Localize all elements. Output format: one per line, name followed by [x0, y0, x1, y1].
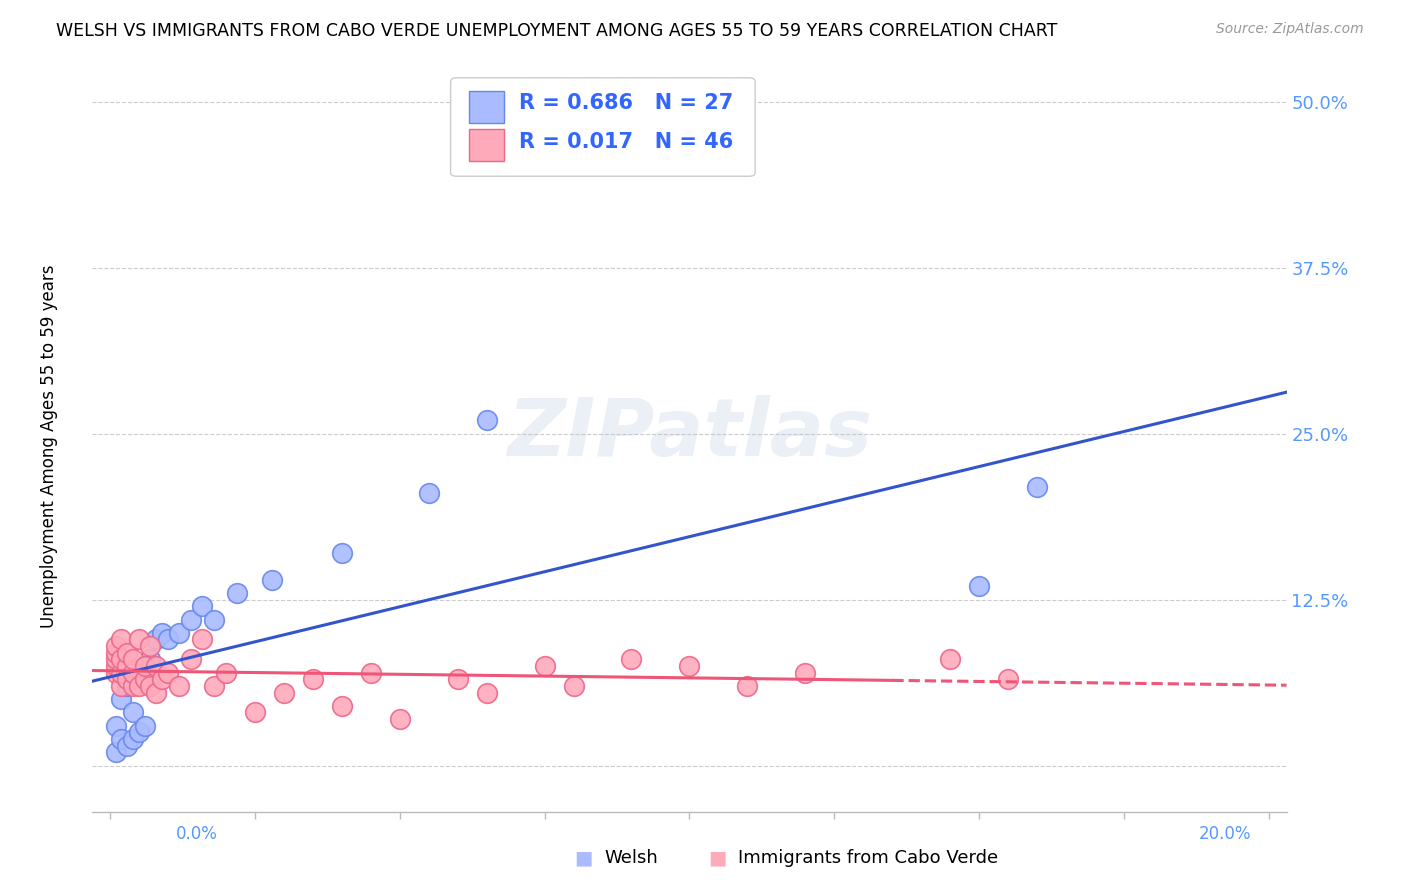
- Point: [110, 665, 132, 680]
- Point: [115, 673, 138, 687]
- Point: [226, 586, 249, 600]
- Point: [115, 646, 138, 660]
- Point: [169, 625, 191, 640]
- Text: Immigrants from Cabo Verde: Immigrants from Cabo Verde: [738, 849, 998, 867]
- Point: [104, 719, 127, 733]
- Point: [104, 665, 127, 680]
- Text: Welsh: Welsh: [605, 849, 658, 867]
- Point: [139, 652, 162, 666]
- Text: 20.0%: 20.0%: [1199, 825, 1251, 843]
- Point: [145, 659, 167, 673]
- Point: [156, 632, 179, 647]
- Point: [301, 673, 323, 687]
- Point: [997, 673, 1019, 687]
- Point: [150, 673, 173, 687]
- Point: [794, 665, 817, 680]
- Point: [330, 698, 353, 713]
- Point: [139, 639, 162, 653]
- FancyBboxPatch shape: [468, 129, 505, 161]
- Point: [180, 652, 202, 666]
- Point: [115, 739, 138, 753]
- Point: [620, 652, 643, 666]
- Point: [191, 599, 214, 614]
- Point: [110, 732, 132, 747]
- Point: [104, 639, 127, 653]
- Point: [180, 613, 202, 627]
- Point: [134, 673, 156, 687]
- Point: [145, 685, 167, 699]
- Point: [446, 673, 468, 687]
- Text: ■: ■: [707, 848, 727, 868]
- Point: [139, 679, 162, 693]
- Point: [128, 665, 150, 680]
- Point: [202, 613, 225, 627]
- Point: [533, 659, 555, 673]
- Text: R = 0.017   N = 46: R = 0.017 N = 46: [519, 132, 733, 153]
- Point: [122, 732, 145, 747]
- Point: [128, 632, 150, 647]
- Point: [562, 679, 585, 693]
- Point: [169, 679, 191, 693]
- Point: [260, 573, 283, 587]
- Point: [110, 632, 132, 647]
- Point: [150, 625, 173, 640]
- Point: [104, 652, 127, 666]
- Point: [475, 413, 498, 427]
- Point: [145, 632, 167, 647]
- Text: WELSH VS IMMIGRANTS FROM CABO VERDE UNEMPLOYMENT AMONG AGES 55 TO 59 YEARS CORRE: WELSH VS IMMIGRANTS FROM CABO VERDE UNEM…: [56, 22, 1057, 40]
- Point: [388, 712, 411, 726]
- Point: [128, 679, 150, 693]
- Point: [243, 706, 266, 720]
- Point: [104, 659, 127, 673]
- Point: [122, 665, 145, 680]
- Point: [115, 659, 138, 673]
- Point: [104, 745, 127, 759]
- Point: [969, 579, 991, 593]
- Point: [202, 679, 225, 693]
- Point: [678, 659, 700, 673]
- Point: [939, 652, 962, 666]
- Point: [737, 679, 759, 693]
- Point: [110, 679, 132, 693]
- Point: [215, 665, 238, 680]
- FancyBboxPatch shape: [450, 78, 755, 177]
- Text: Source: ZipAtlas.com: Source: ZipAtlas.com: [1216, 22, 1364, 37]
- Text: ■: ■: [574, 848, 593, 868]
- Text: ZIPatlas: ZIPatlas: [508, 394, 872, 473]
- Point: [122, 679, 145, 693]
- Point: [128, 725, 150, 739]
- Point: [330, 546, 353, 560]
- Text: 0.0%: 0.0%: [176, 825, 218, 843]
- Point: [134, 659, 156, 673]
- Point: [134, 719, 156, 733]
- Point: [115, 679, 138, 693]
- Point: [156, 665, 179, 680]
- Point: [110, 692, 132, 706]
- Point: [273, 685, 295, 699]
- Point: [104, 646, 127, 660]
- Point: [122, 706, 145, 720]
- Point: [1026, 480, 1049, 494]
- Point: [360, 665, 382, 680]
- FancyBboxPatch shape: [468, 91, 505, 122]
- Point: [110, 652, 132, 666]
- Text: R = 0.686   N = 27: R = 0.686 N = 27: [519, 93, 733, 113]
- Point: [475, 685, 498, 699]
- Point: [418, 486, 440, 500]
- Point: [134, 659, 156, 673]
- Point: [122, 652, 145, 666]
- Point: [191, 632, 214, 647]
- Text: Unemployment Among Ages 55 to 59 years: Unemployment Among Ages 55 to 59 years: [41, 264, 58, 628]
